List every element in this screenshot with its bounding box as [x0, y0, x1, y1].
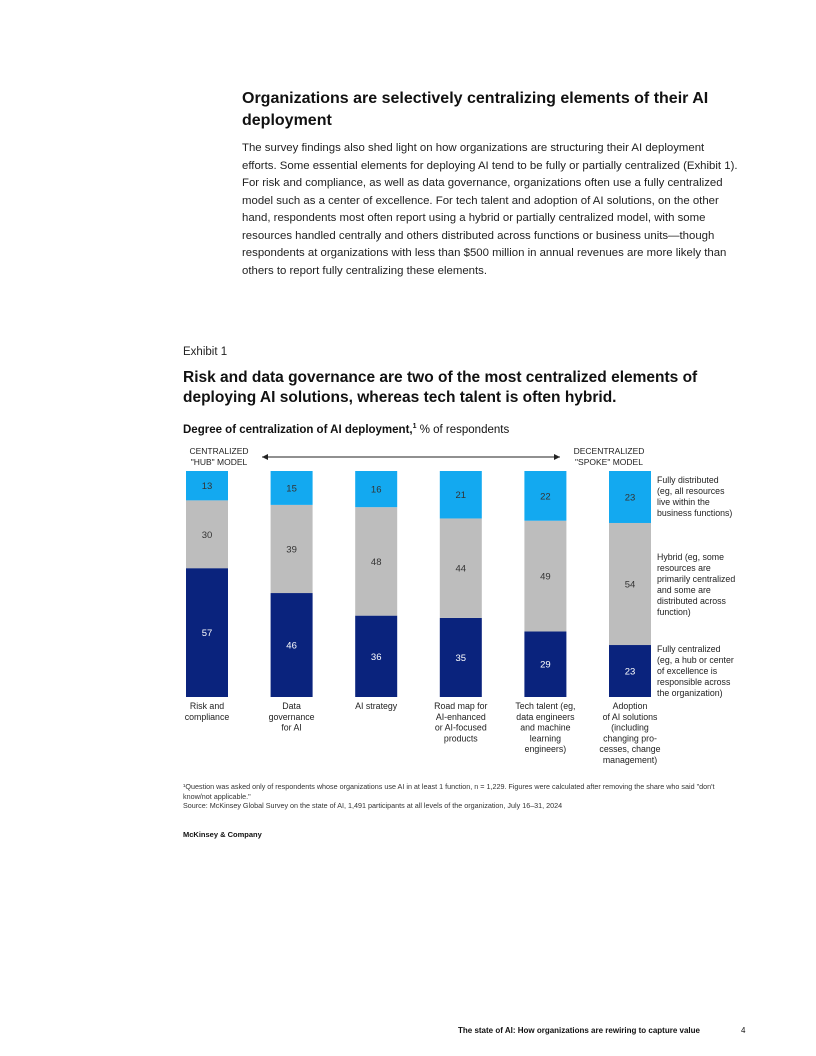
bar-segment: [355, 615, 398, 697]
chart-title: Risk and data governance are two of the …: [183, 369, 698, 406]
bar-segment: [609, 645, 651, 697]
bar-value-label: 49: [540, 572, 551, 583]
bar-value-label: 48: [371, 557, 382, 568]
bar-segment: [524, 520, 567, 632]
bar-segment: [270, 504, 313, 594]
category-label: AI strategy: [355, 701, 398, 711]
bar-segment: [355, 507, 398, 616]
footnote-marker: 1: [412, 423, 417, 430]
category-label: Risk and compliance: [185, 701, 230, 722]
bar-value-label: 57: [202, 628, 213, 639]
legend-fully-centralized: Fully centralized (eg, a hub or center of …: [657, 644, 734, 698]
scale-label-decentralized: DECENTRALIZED "SPOKE" MODEL: [574, 446, 645, 467]
category-label: Data governance for AI: [269, 701, 315, 733]
footnote-note: ¹Question was asked only of respondents …: [183, 782, 715, 801]
category-label: Tech talent (eg, data engineers and machin…: [515, 701, 575, 754]
category-label: Road map for AI-enhanced or AI-focused prod…: [434, 701, 487, 743]
category-label: Adoption of AI solutions (including changin…: [599, 701, 660, 765]
chart-subtitle: Degree of centralization of AI deploymen…: [183, 423, 509, 436]
bar-value-label: 29: [540, 660, 551, 671]
bar-value-label: 54: [625, 580, 636, 591]
bar-segment: [186, 500, 228, 569]
legend-fully-distributed: Fully distributed (eg, all resources live …: [657, 475, 732, 518]
footnote: ¹Question was asked only of respondents …: [183, 782, 743, 811]
scale-label-centralized: CENTRALIZED "HUB" MODEL: [189, 446, 248, 467]
exhibit-label: Exhibit 1: [183, 346, 228, 358]
bar-segment: [609, 522, 651, 646]
bar-segment: [439, 617, 482, 697]
body-paragraph: The survey findings also shed light on h…: [242, 142, 738, 277]
bar-value-label: 30: [202, 530, 213, 541]
bar-value-label: 15: [286, 483, 297, 494]
bar-value-label: 16: [371, 485, 382, 496]
bar-value-label: 39: [286, 544, 297, 555]
chart-subtitle-unit: % of respondents: [416, 423, 510, 436]
footnote-source: Source: McKinsey Global Survey on the st…: [183, 801, 563, 810]
bar-value-label: 22: [540, 491, 551, 502]
bar-segment: [270, 593, 313, 697]
bar-segment: [355, 471, 398, 508]
section-heading: Organizations are selectively centralizi…: [242, 90, 709, 129]
chart-subtitle-bold: Degree of centralization of AI deploymen…: [183, 423, 413, 436]
bar-value-label: 36: [371, 652, 382, 663]
bar-value-label: 13: [202, 481, 213, 492]
page-footer-title: The state of AI: How organizations are r…: [458, 1026, 700, 1035]
bar-value-label: 23: [625, 492, 636, 503]
bar-value-label: 23: [625, 667, 636, 678]
bar-segment: [524, 471, 567, 521]
scale-arrow-left-head: [262, 454, 268, 460]
bar-segment: [186, 568, 228, 697]
page-number: 4: [741, 1026, 746, 1035]
bar-segment: [186, 471, 228, 501]
bar-segment: [270, 471, 313, 505]
brand-name: McKinsey & Company: [183, 830, 262, 839]
scale-arrow-right-head: [554, 454, 560, 460]
legend-hybrid: Hybrid (eg, some resources are primarily c…: [657, 552, 735, 617]
bar-value-label: 44: [456, 564, 467, 575]
bar-value-label: 21: [456, 490, 467, 501]
bar-segment: [439, 471, 482, 519]
bar-value-label: 46: [286, 641, 297, 652]
bar-segment: [524, 631, 567, 697]
bar-segment: [439, 518, 482, 618]
bar-segment: [609, 471, 651, 523]
bar-value-label: 35: [456, 653, 467, 664]
